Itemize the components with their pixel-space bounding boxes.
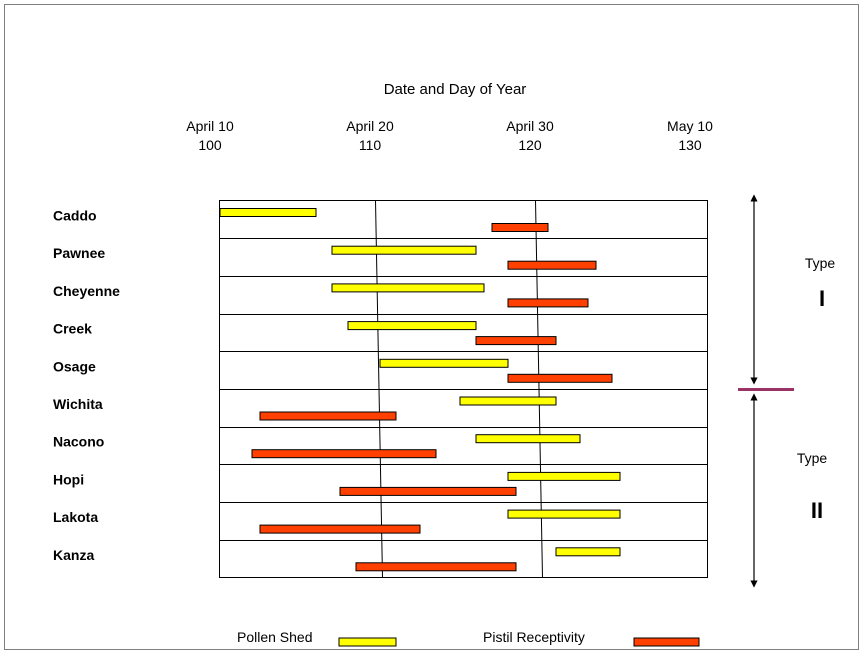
pollen-bar-cheyenne (331, 283, 485, 293)
pistil-bar-nacono (251, 449, 437, 459)
pistil-bar-osage (507, 373, 613, 383)
group-label-1: Type (805, 255, 836, 271)
pistil-bar-kanza (355, 562, 517, 572)
pistil-bar-pawnee (507, 260, 597, 270)
pollen-bar-wichita (459, 396, 557, 406)
x-tick-date-2: April 30 (506, 118, 554, 134)
pollen-bar-caddo (219, 208, 317, 217)
x-tick-date-0: April 10 (186, 118, 234, 134)
group-numeral-1: I (819, 286, 825, 311)
category-label-kanza: Kanza (53, 547, 94, 563)
x-tick-date-1: April 20 (346, 118, 394, 134)
category-label-nacono: Nacono (53, 434, 104, 450)
pollen-bar-pawnee (331, 245, 477, 255)
pollen-bar-lakota (507, 509, 621, 519)
category-label-wichita: Wichita (53, 396, 103, 412)
legend-swatch-1 (338, 637, 397, 647)
pollen-bar-kanza (555, 547, 621, 557)
legend-label-1: Pollen Shed (237, 629, 313, 645)
group-numeral-2: II (811, 498, 823, 523)
pistil-bar-hopi (339, 486, 517, 496)
category-label-creek: Creek (53, 321, 92, 337)
reference-line-110 (375, 200, 383, 578)
type-groups: Type I Type II (738, 194, 836, 588)
chart-frame (4, 4, 859, 650)
category-label-osage: Osage (53, 358, 96, 374)
pollen-bar-nacono (475, 434, 581, 444)
pollen-bar-osage (379, 358, 509, 368)
pollen-bar-creek (347, 321, 477, 331)
group-label-2: Type (797, 450, 828, 466)
gridlines (219, 238, 708, 541)
pistil-bar-creek (475, 336, 557, 346)
category-label-pawnee: Pawnee (53, 245, 105, 261)
legend-label-2: Pistil Receptivity (483, 629, 585, 645)
bars (219, 208, 621, 572)
category-label-caddo: Caddo (53, 208, 97, 224)
x-tick-labels: April 10 100 April 20 110 April 30 120 May 10 1… (186, 118, 713, 153)
pistil-bar-caddo (491, 223, 549, 232)
category-label-hopi: Hopi (53, 471, 84, 487)
x-tick-date-3: May 10 (667, 118, 713, 134)
category-labels: Caddo Pawnee Cheyenne Creek Osage Wichita Naco… (53, 208, 120, 563)
pistil-bar-cheyenne (507, 298, 589, 308)
category-label-lakota: Lakota (53, 509, 98, 525)
x-tick-day-0: 100 (198, 137, 222, 153)
pollen-bar-hopi (507, 471, 621, 481)
legend: Pollen Shed Pistil Receptivity (237, 629, 700, 647)
x-tick-day-1: 110 (359, 137, 382, 153)
pistil-bar-wichita (259, 411, 397, 421)
legend-swatch-2 (633, 637, 700, 647)
pistil-bar-lakota (259, 524, 421, 534)
chart-title: Date and Day of Year (384, 81, 527, 98)
category-label-cheyenne: Cheyenne (53, 283, 120, 299)
x-tick-day-2: 120 (518, 137, 542, 153)
x-tick-day-3: 130 (678, 137, 702, 153)
